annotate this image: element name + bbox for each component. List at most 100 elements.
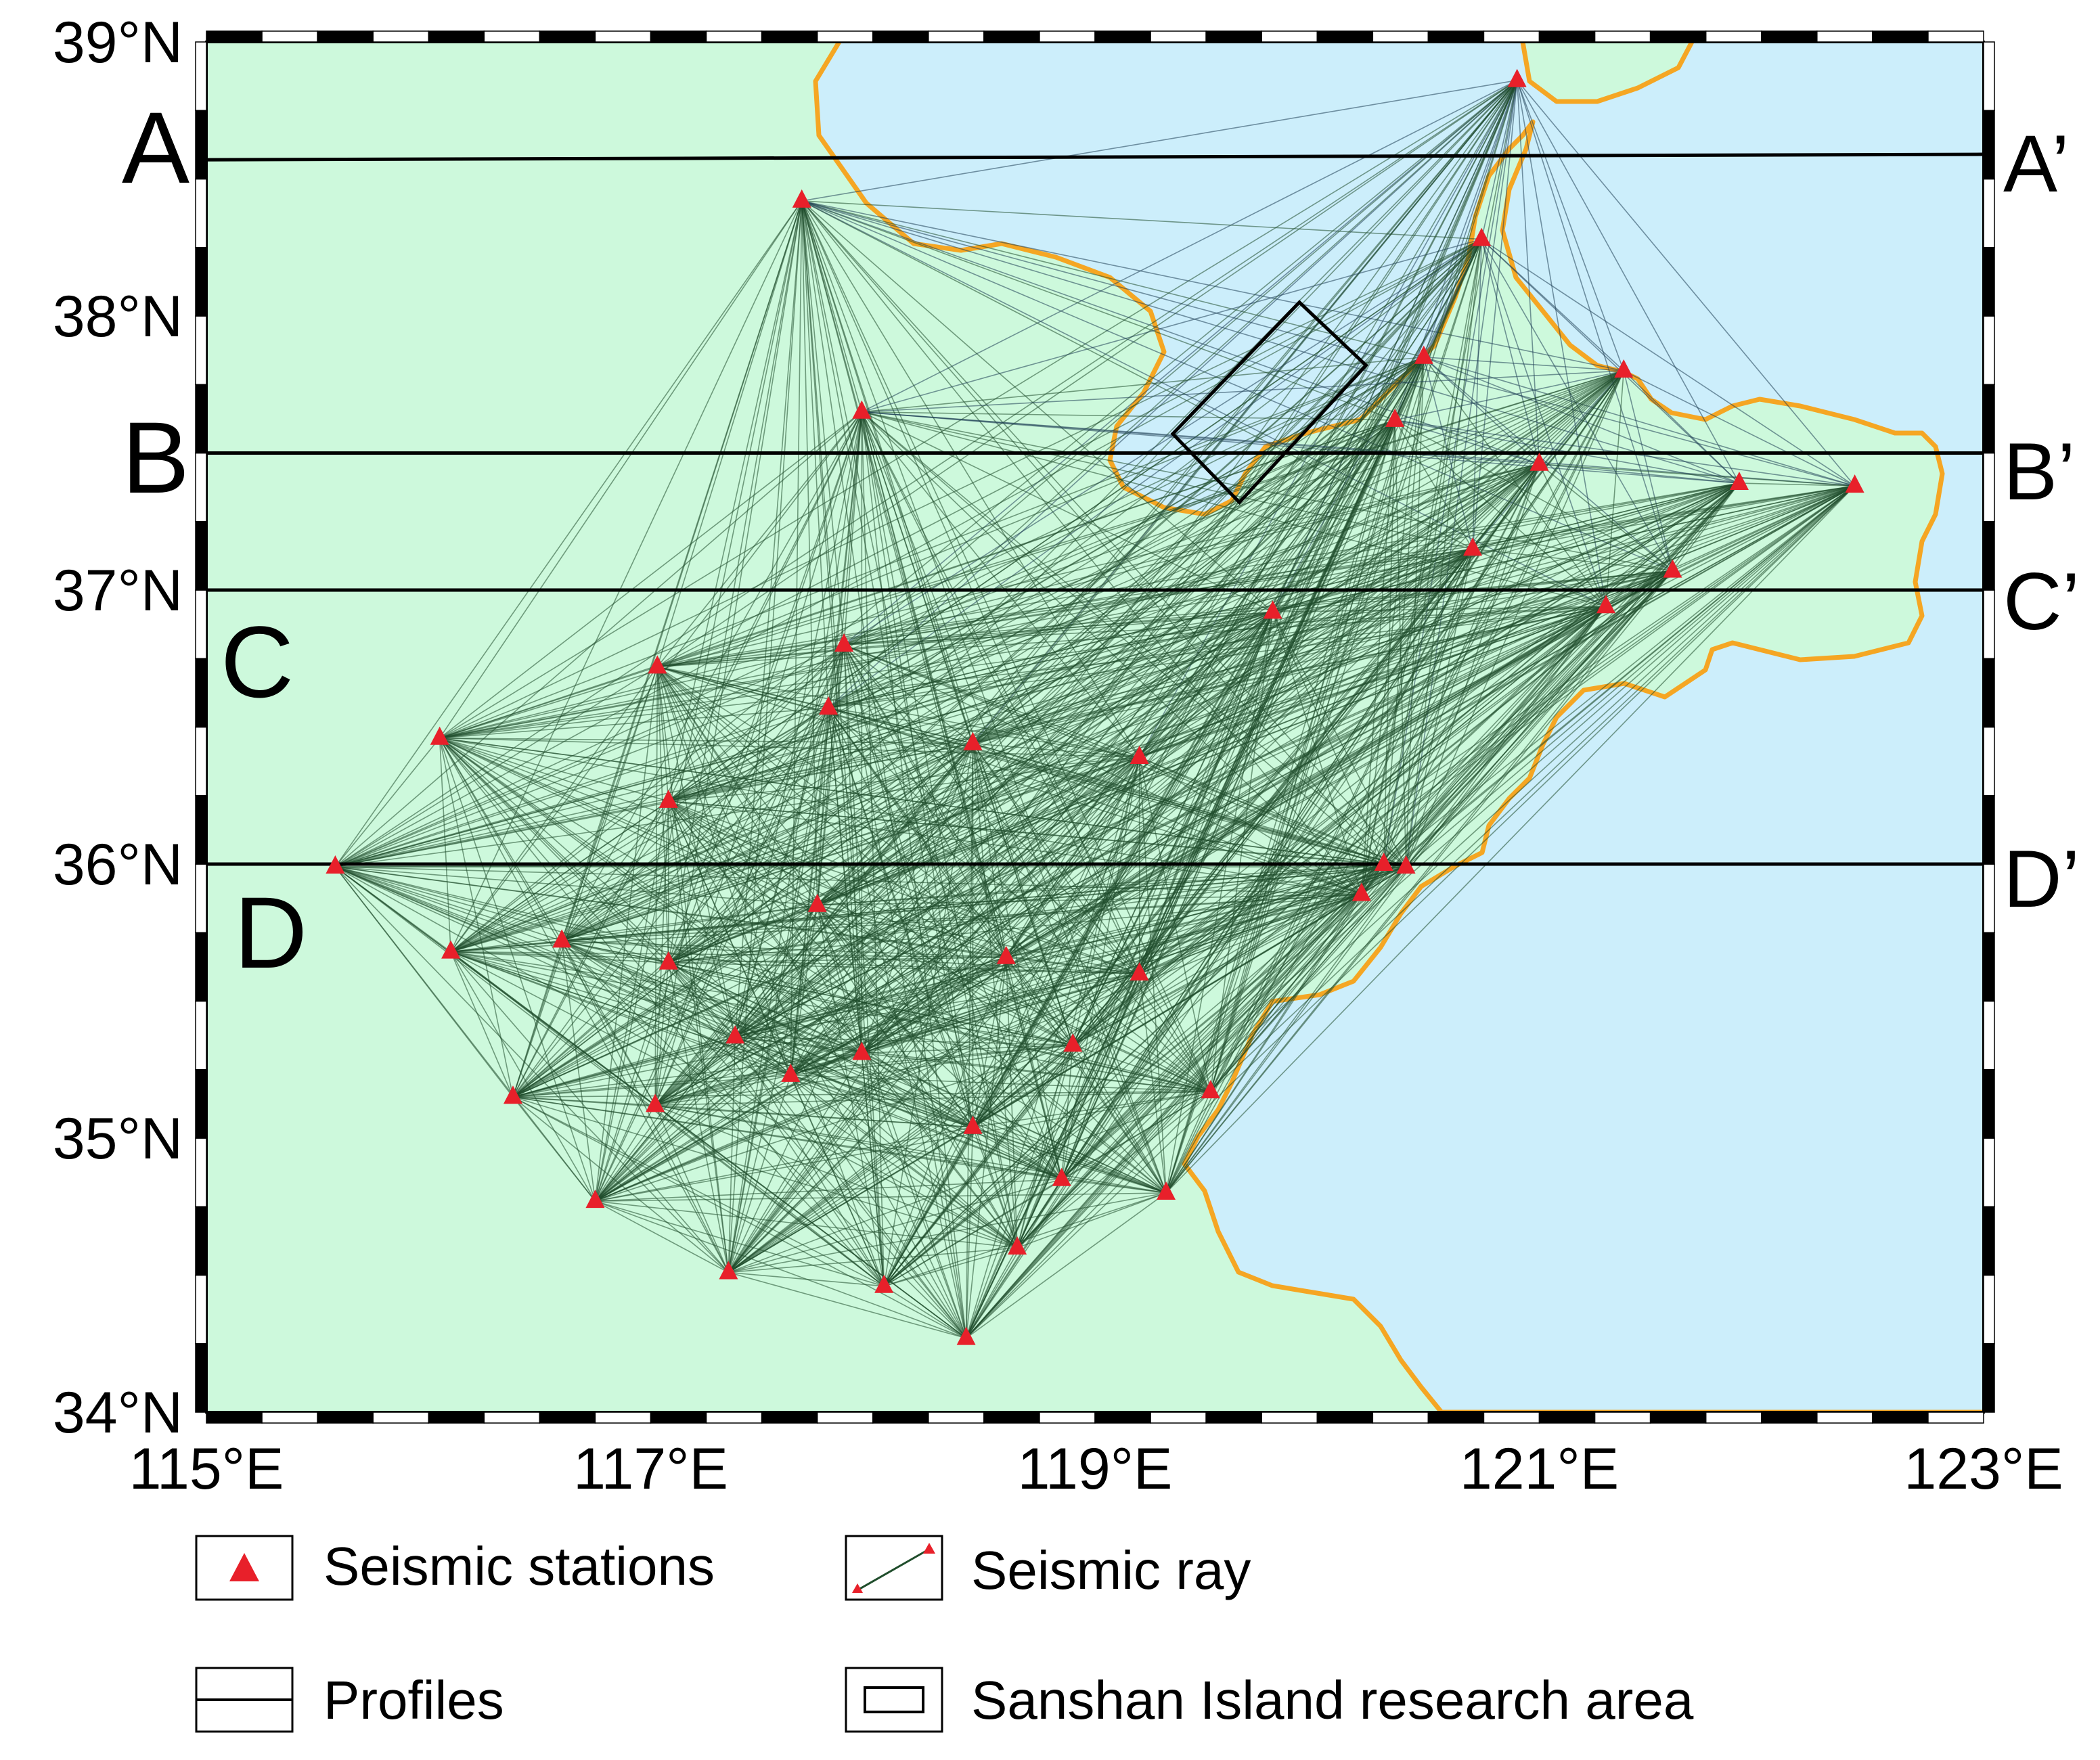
seismic-ray	[843, 548, 1473, 646]
seismic-ray	[801, 200, 1385, 865]
seismic-ray	[668, 800, 818, 906]
seismic-ray	[790, 200, 803, 1075]
seismic-ray	[883, 1127, 974, 1287]
seismic-ray	[843, 644, 1140, 758]
station-marker	[1263, 600, 1282, 619]
seismic-ray	[1139, 485, 1855, 758]
frame-segment	[1983, 452, 1995, 522]
seismic-ray	[728, 1247, 1018, 1273]
frame-segment	[195, 178, 207, 248]
frame-segment	[1816, 30, 1873, 43]
seismic-ray	[816, 905, 1018, 1248]
seismic-ray	[816, 708, 829, 905]
profile-start-label: A	[122, 91, 189, 204]
seismic-ray	[735, 973, 1140, 1037]
seismic-ray	[668, 606, 1607, 964]
seismic-ray	[1165, 548, 1473, 1194]
seismic-ray	[657, 482, 1740, 668]
legend-stations: Seismic stations	[195, 1535, 715, 1601]
frame-segment	[195, 726, 207, 796]
frame-segment	[1372, 1412, 1429, 1424]
seismic-ray	[1383, 549, 1473, 865]
station-marker	[725, 1025, 745, 1044]
seismic-ray	[1006, 893, 1362, 958]
frame-segment	[872, 1412, 929, 1424]
seismic-ray	[801, 200, 1425, 358]
longitude-tick-label: 115°E	[129, 1437, 284, 1502]
seismic-ray	[973, 570, 1673, 744]
seismic-ray	[512, 611, 1274, 1098]
seismic-ray	[561, 411, 863, 941]
seismic-ray	[512, 893, 1362, 1098]
seismic-ray	[512, 606, 1607, 1098]
seismic-ray	[828, 707, 973, 744]
longitude-tick-label: 123°E	[1904, 1437, 2063, 1502]
seismic-ray	[862, 411, 1395, 421]
frame-segment	[1705, 1412, 1762, 1424]
seismic-ray	[439, 737, 818, 906]
frame-segment	[1983, 863, 1995, 933]
seismic-ray	[668, 962, 1211, 1092]
seismic-stations	[326, 68, 1864, 1345]
seismic-ray	[1139, 757, 1385, 865]
seismic-ray	[1383, 570, 1674, 865]
seismic-ray	[1272, 612, 1385, 865]
seismic-ray	[973, 743, 1406, 867]
seismic-ray	[594, 667, 658, 1202]
station-marker	[1052, 1167, 1071, 1186]
seismic-ray	[816, 644, 845, 905]
seismic-ray	[335, 866, 1073, 1046]
frame-segment	[1427, 30, 1485, 43]
seismic-ray	[828, 707, 1384, 865]
station-marker	[807, 893, 827, 912]
seismic-ray	[450, 485, 1855, 953]
seismic-ray	[667, 800, 736, 1037]
seismic-ray	[334, 200, 803, 867]
seismic-ray	[561, 548, 1473, 942]
seismic-ray	[817, 904, 1006, 958]
seismic-ray	[1017, 866, 1407, 1248]
seismic-ray	[668, 800, 1406, 867]
seismic-ray	[668, 611, 1273, 802]
seismic-ray	[1165, 894, 1362, 1194]
station-marker	[963, 731, 983, 750]
seismic-ray	[1139, 757, 1406, 867]
seismic-ray	[1165, 485, 1856, 1194]
seismic-ray	[973, 1091, 1211, 1128]
seismic-ray	[512, 1096, 1018, 1248]
seismic-ray	[1383, 485, 1856, 865]
seismic-ray	[973, 611, 1273, 744]
seismic-ray	[439, 570, 1673, 739]
frame-segment	[1927, 1412, 1984, 1424]
station-marker	[1596, 595, 1615, 614]
frame-segment	[1983, 110, 1995, 180]
seismic-ray	[595, 893, 1362, 1202]
seismic-ray	[1061, 420, 1395, 1180]
seismic-ray	[1272, 370, 1624, 613]
seismic-ray	[843, 644, 1140, 974]
seismic-ray	[1481, 239, 1674, 572]
seismic-ray	[439, 737, 1073, 1046]
frame-segment	[1483, 1412, 1540, 1424]
seismic-ray	[1383, 80, 1518, 865]
frame-segment	[1983, 932, 1995, 1002]
frame-segment	[1483, 30, 1540, 43]
profile-end-label: D’	[2003, 834, 2080, 924]
seismic-ray	[861, 1053, 885, 1286]
station-marker	[1472, 227, 1492, 246]
seismic-ray	[512, 863, 1384, 1098]
seismic-ray	[843, 644, 1362, 895]
ray-end-station-icon	[923, 1543, 935, 1554]
seismic-ray	[972, 1127, 1018, 1248]
frame-segment	[195, 1274, 207, 1345]
profile-end-label: B’	[2003, 426, 2076, 517]
seismic-ray	[828, 420, 1395, 708]
seismic-ray	[1739, 482, 1855, 487]
frame-segment	[705, 1412, 763, 1424]
seismic-ray	[862, 238, 1482, 413]
seismic-ray	[728, 80, 1518, 1273]
map-frame	[195, 30, 1995, 1424]
seismic-ray	[1516, 80, 1607, 607]
seismic-ray	[790, 80, 1518, 1076]
